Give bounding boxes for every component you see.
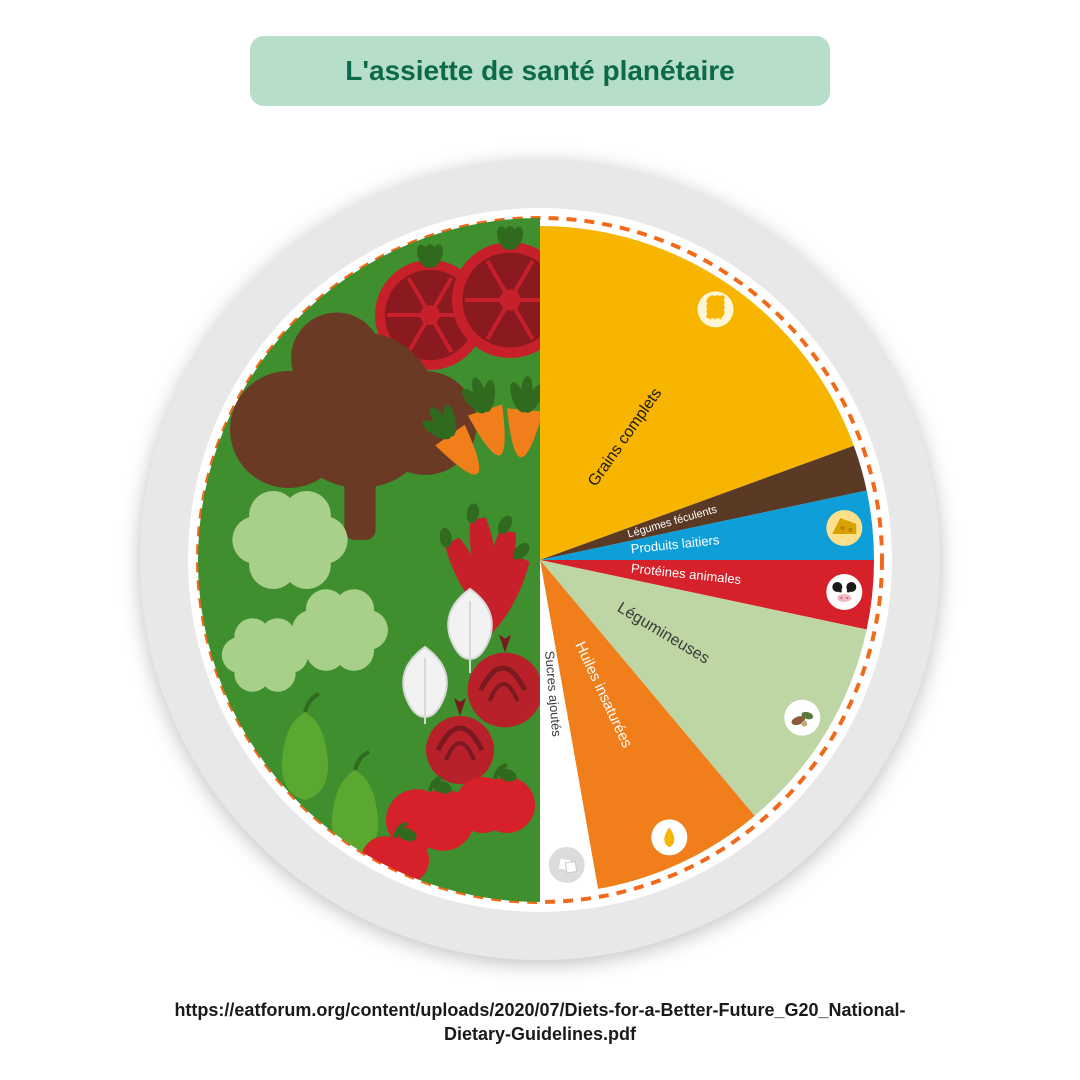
source-line1: https://eatforum.org/content/uploads/202… — [174, 1000, 905, 1020]
source-text: https://eatforum.org/content/uploads/202… — [100, 998, 980, 1047]
plate-container: Grains completsLégumes féculentsProduits… — [140, 160, 940, 960]
title-pill: L'assiette de santé planétaire — [250, 36, 830, 106]
beans-icon — [784, 700, 820, 736]
produce-half — [140, 160, 568, 960]
cube-icon — [549, 847, 585, 883]
cow-icon — [826, 574, 862, 610]
plate-svg: Grains completsLégumes féculentsProduits… — [140, 160, 940, 960]
cheese-icon — [826, 510, 862, 546]
page-title: L'assiette de santé planétaire — [345, 55, 734, 87]
wheat-icon — [698, 291, 734, 327]
source-line2: Dietary-Guidelines.pdf — [444, 1024, 636, 1044]
drop-icon — [651, 819, 687, 855]
